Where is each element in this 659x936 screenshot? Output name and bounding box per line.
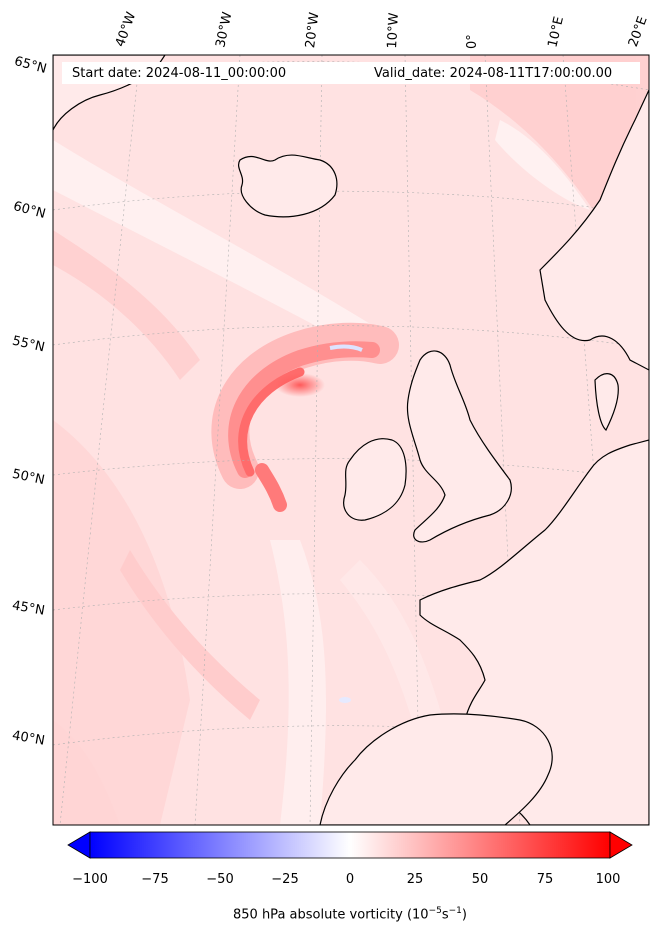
colorbar-extend-min [67, 831, 91, 859]
colorbar-label-exp1: −5 [428, 906, 442, 916]
colorbar-tick: −25 [271, 872, 299, 887]
valid-date-label: Valid_date: 2024-08-11T17:00:00.00 [374, 66, 613, 81]
coastlines [53, 55, 649, 825]
colorbar-label-text: 850 hPa absolute vorticity (10 [233, 907, 429, 923]
colorbar-extend-max [609, 831, 633, 859]
iberia [319, 713, 553, 825]
colorbar-label-exp2: −1 [448, 906, 462, 916]
colorbar-tick: 0 [345, 872, 355, 887]
ireland [343, 438, 407, 521]
colorbar-label: 850 hPa absolute vorticity (10−5s−1) [0, 906, 659, 922]
colorbar-label-s: s [441, 907, 449, 923]
colorbar-tick: 25 [406, 872, 424, 887]
graticule [53, 55, 649, 825]
map-frame [52, 54, 650, 826]
great-britain [406, 350, 512, 543]
scandinavia [539, 89, 649, 371]
colorbar-tick: −75 [141, 872, 169, 887]
colorbar-tick: −50 [206, 872, 234, 887]
colorbar [67, 831, 633, 859]
colorbar-tick: 100 [595, 872, 621, 887]
cyclone-vorticity-maximum [211, 322, 399, 512]
colorbar-label-close: ) [461, 907, 467, 923]
iceland [238, 154, 338, 218]
lon-tick-10w: 10°W [385, 12, 402, 50]
colorbar-tick: 75 [536, 872, 554, 887]
header-band [62, 62, 640, 84]
colorbar-body [89, 831, 611, 859]
colorbar-tick: 50 [471, 872, 489, 887]
lon-tick-0: 0° [465, 34, 480, 49]
start-date-label: Start date: 2024-08-11_00:00:00 [72, 66, 287, 81]
colorbar-tick: −100 [72, 872, 108, 887]
